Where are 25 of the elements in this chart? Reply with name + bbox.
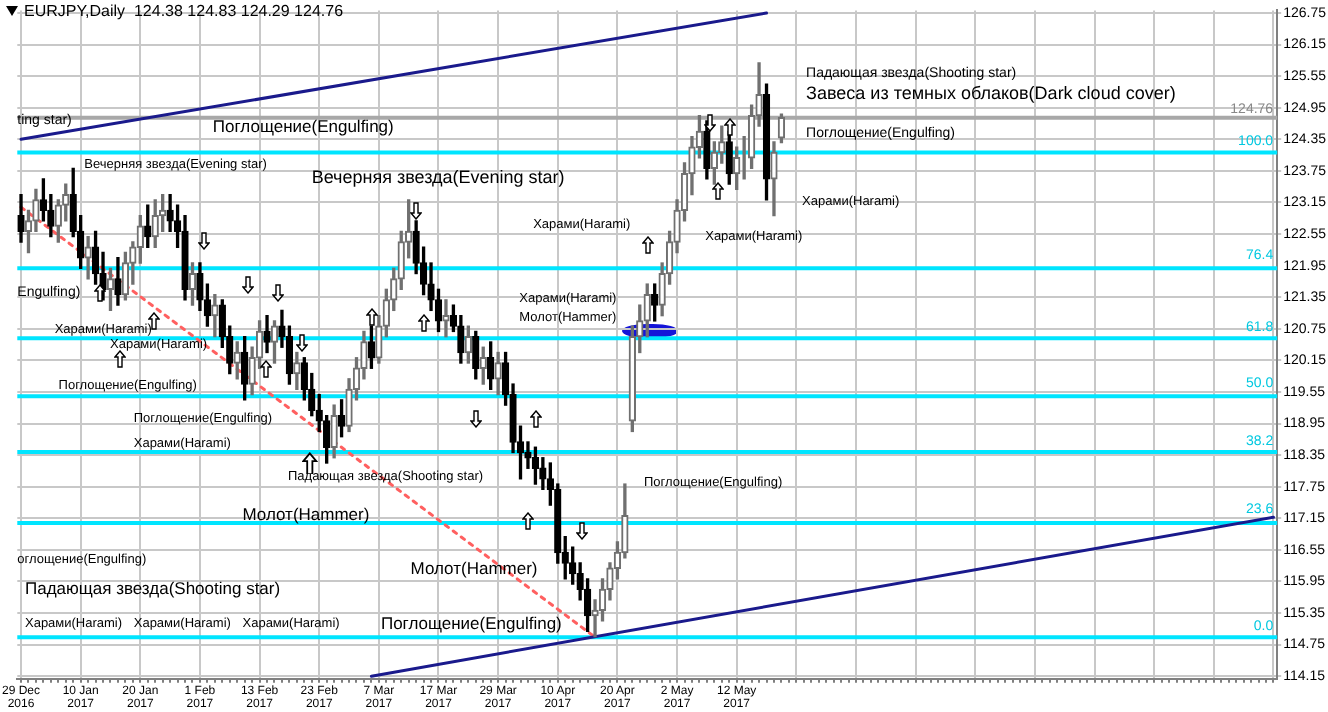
candlestick [651,283,659,322]
candlestick [479,346,487,385]
chart-title: EURJPY,Daily 124.38 124.83 124.29 124.76 [24,2,344,20]
candlestick [241,336,249,401]
annotation: Вечерняя звезда(Evening star) [311,166,565,187]
candlestick [293,351,301,390]
annotation: Поглощение(Engulfing) [212,116,395,137]
candlestick [211,293,219,338]
candlestick [442,299,450,338]
candlestick [494,351,502,396]
candlestick [233,341,241,380]
annotation: Молот(Hammer) [410,558,538,579]
candlestick [84,236,92,280]
candlestick [770,141,778,217]
candlestick [531,446,540,485]
annotation: Молот(Hammer) [242,503,370,524]
candlestick [330,404,338,459]
annotation: Падающая звезда(Shooting star) [24,577,281,598]
annotation: Поглощение(Engulfing) [380,612,563,633]
candlestick [762,83,771,201]
candlestick [337,399,346,438]
candlestick [263,314,271,354]
candlestick [106,267,115,312]
candlestick [472,330,480,380]
annotation: Завеса из темных облаков(Dark cloud cover) [806,83,1176,104]
